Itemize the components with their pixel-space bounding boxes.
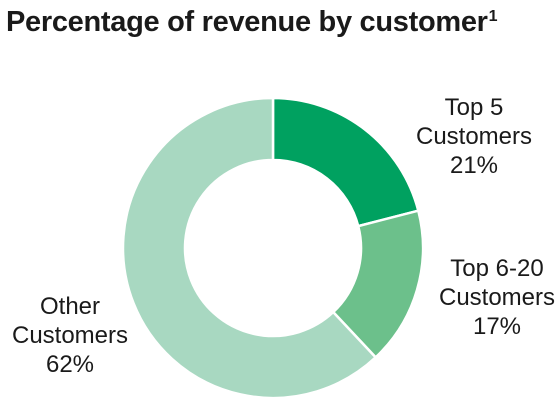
slice-other-customers — [121, 96, 377, 400]
slice-label-line: 21% — [450, 152, 498, 179]
chart-title-text: Percentage of revenue by customer — [6, 6, 488, 38]
slice-label-line: Customers — [12, 322, 128, 349]
slice-label-top-6-20-customers: Top 6-20 Customers 17% — [439, 255, 555, 340]
chart-title: Percentage of revenue by customer1 — [6, 6, 498, 39]
slice-top-5-customers — [271, 96, 420, 228]
slice-label-line: 17% — [473, 313, 521, 340]
slice-label-other-customers: Other Customers 62% — [12, 293, 128, 378]
slice-label-top-5-customers: Top 5 Customers 21% — [416, 94, 532, 179]
slice-label-line: Customers — [439, 284, 555, 311]
slice-label-line: Other — [40, 293, 100, 320]
slice-labels: Top 5 Customers 21%Top 6-20 Customers 17%Oth… — [12, 94, 555, 378]
donut-slices — [121, 96, 425, 400]
slice-label-line: Top 6-20 — [450, 255, 543, 282]
slice-label-line: Top 5 — [445, 94, 504, 121]
slice-label-line: 62% — [46, 351, 94, 378]
slice-label-line: Customers — [416, 123, 532, 150]
title-footnote-marker: 1 — [488, 8, 498, 25]
